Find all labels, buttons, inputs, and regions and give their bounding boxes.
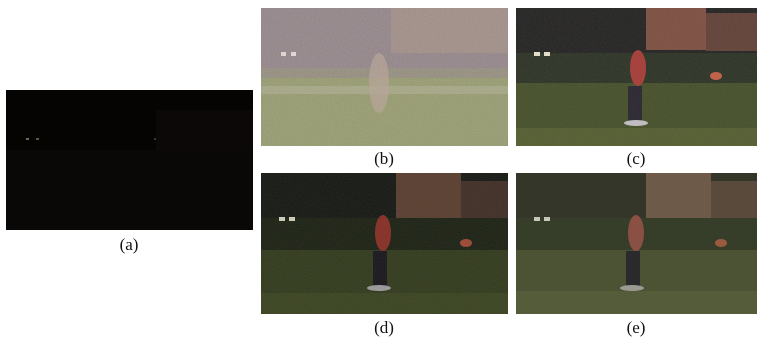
panel-e-image <box>516 173 757 314</box>
saturated-photo <box>516 8 757 146</box>
panel-b-image <box>261 8 508 146</box>
panel-c-image <box>516 8 757 146</box>
caption-d: (d) <box>374 318 394 337</box>
smooth-photo <box>516 173 757 314</box>
panel-a-image <box>6 90 253 230</box>
dim-photo <box>261 173 508 314</box>
caption-e: (e) <box>626 318 646 337</box>
caption-b: (b) <box>374 149 394 168</box>
caption-a: (a) <box>119 235 139 254</box>
caption-c: (c) <box>626 149 646 168</box>
dark-photo <box>6 90 253 230</box>
panel-d-image <box>261 173 508 314</box>
noisy-photo <box>261 8 508 146</box>
